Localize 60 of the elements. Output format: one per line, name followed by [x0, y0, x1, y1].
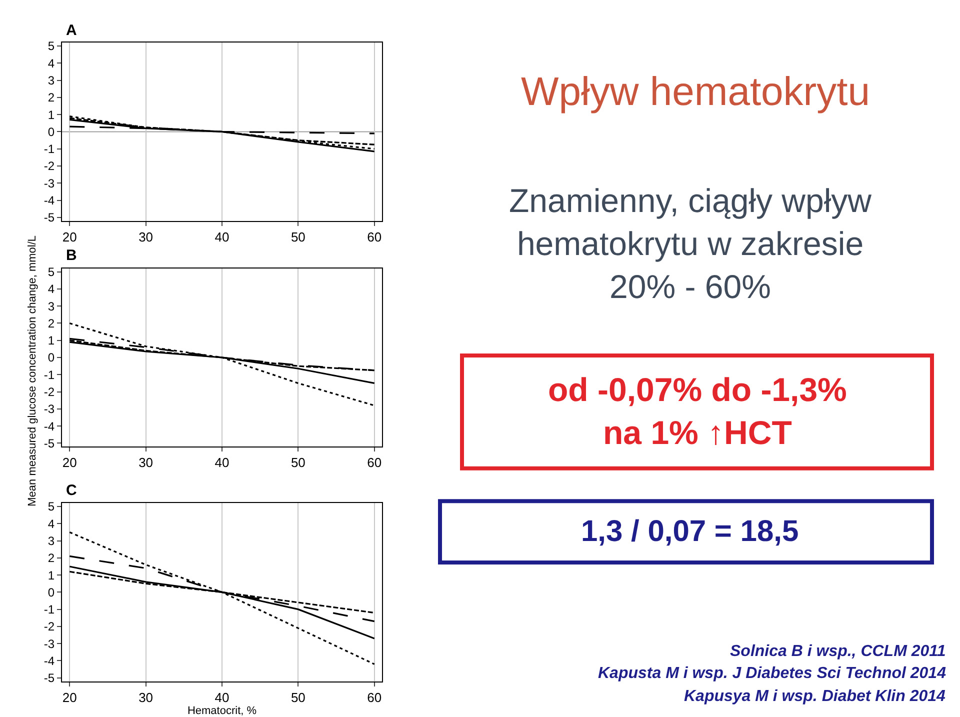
y-axis-title: Mean measured glucose concentration change, mmol/L	[26, 235, 39, 506]
y-tick-label: -4	[44, 193, 55, 208]
y-tick-label: -3	[44, 636, 55, 651]
x-axis-title: Hematocrit, %	[187, 705, 257, 717]
y-tick-label: 1	[48, 334, 55, 348]
text: Solnica B i wsp., CCLM 2011	[730, 643, 946, 660]
y-tick-label: 2	[48, 551, 55, 566]
y-tick-label: 0	[48, 350, 55, 365]
y-tick-label: 2	[48, 90, 55, 105]
x-tick-label: 20	[62, 455, 77, 470]
text: 1,3 / 0,07 = 18,5	[581, 515, 799, 548]
y-tick-label: 0	[48, 124, 55, 139]
y-tick-label: -2	[44, 159, 55, 174]
y-tick-label: 3	[48, 74, 55, 88]
y-tick-label: 4	[48, 516, 55, 531]
x-tick-label: 30	[138, 690, 154, 705]
x-tick-label: 60	[367, 690, 382, 705]
y-tick-label: 3	[48, 534, 55, 548]
y-tick-label: -1	[44, 602, 55, 617]
y-tick-label: -2	[44, 384, 55, 399]
y-tick-label: -3	[44, 176, 55, 190]
x-tick-label: 40	[214, 455, 230, 470]
x-tick-label: 60	[367, 229, 382, 244]
chart-title: B	[66, 247, 77, 264]
y-tick-label: 5	[48, 500, 55, 514]
x-tick-label: 50	[290, 455, 306, 470]
y-tick-label: 5	[48, 265, 55, 280]
x-tick-label: 30	[138, 455, 154, 470]
x-tick-label: 50	[290, 229, 306, 244]
y-tick-label: 1	[48, 108, 55, 122]
text: Kapusya M i wsp. Diabet Klin 2014	[684, 688, 946, 705]
y-tick-label: 1	[48, 568, 55, 582]
text: Wpływ hematokrytu	[521, 70, 870, 114]
x-tick-label: 40	[214, 229, 230, 244]
y-tick-label: -1	[44, 368, 55, 382]
text: Kapusta M i wsp. J Diabetes Sci Technol 2014	[598, 665, 946, 682]
y-tick-label: -5	[44, 671, 55, 686]
x-tick-label: 40	[214, 690, 230, 705]
y-tick-label: -4	[44, 654, 55, 668]
chart-title: A	[66, 22, 77, 39]
x-tick-label: 60	[367, 455, 382, 470]
y-tick-label: -5	[44, 210, 55, 225]
y-tick-label: 2	[48, 316, 55, 330]
x-tick-label: 30	[138, 229, 154, 244]
y-tick-label: -3	[44, 402, 55, 416]
y-tick-label: 5	[48, 39, 55, 54]
y-tick-label: 3	[48, 299, 55, 314]
x-tick-label: 20	[62, 690, 77, 705]
text: od -0,07% do -1,3% na 1% ↑HCT	[548, 371, 847, 451]
y-tick-label: -2	[44, 620, 55, 634]
x-tick-label: 50	[290, 690, 306, 705]
y-tick-label: -4	[44, 419, 55, 434]
y-tick-label: 4	[48, 282, 55, 296]
y-tick-label: 4	[48, 56, 55, 70]
text: Znamienny, ciągły wpływ hematokrytu w zakresie 20% - 60%	[509, 182, 872, 305]
y-tick-label: 0	[48, 585, 55, 600]
y-tick-label: -5	[44, 436, 55, 450]
chart-title: C	[66, 482, 77, 499]
y-tick-label: -1	[44, 142, 55, 156]
x-tick-label: 20	[62, 229, 77, 244]
